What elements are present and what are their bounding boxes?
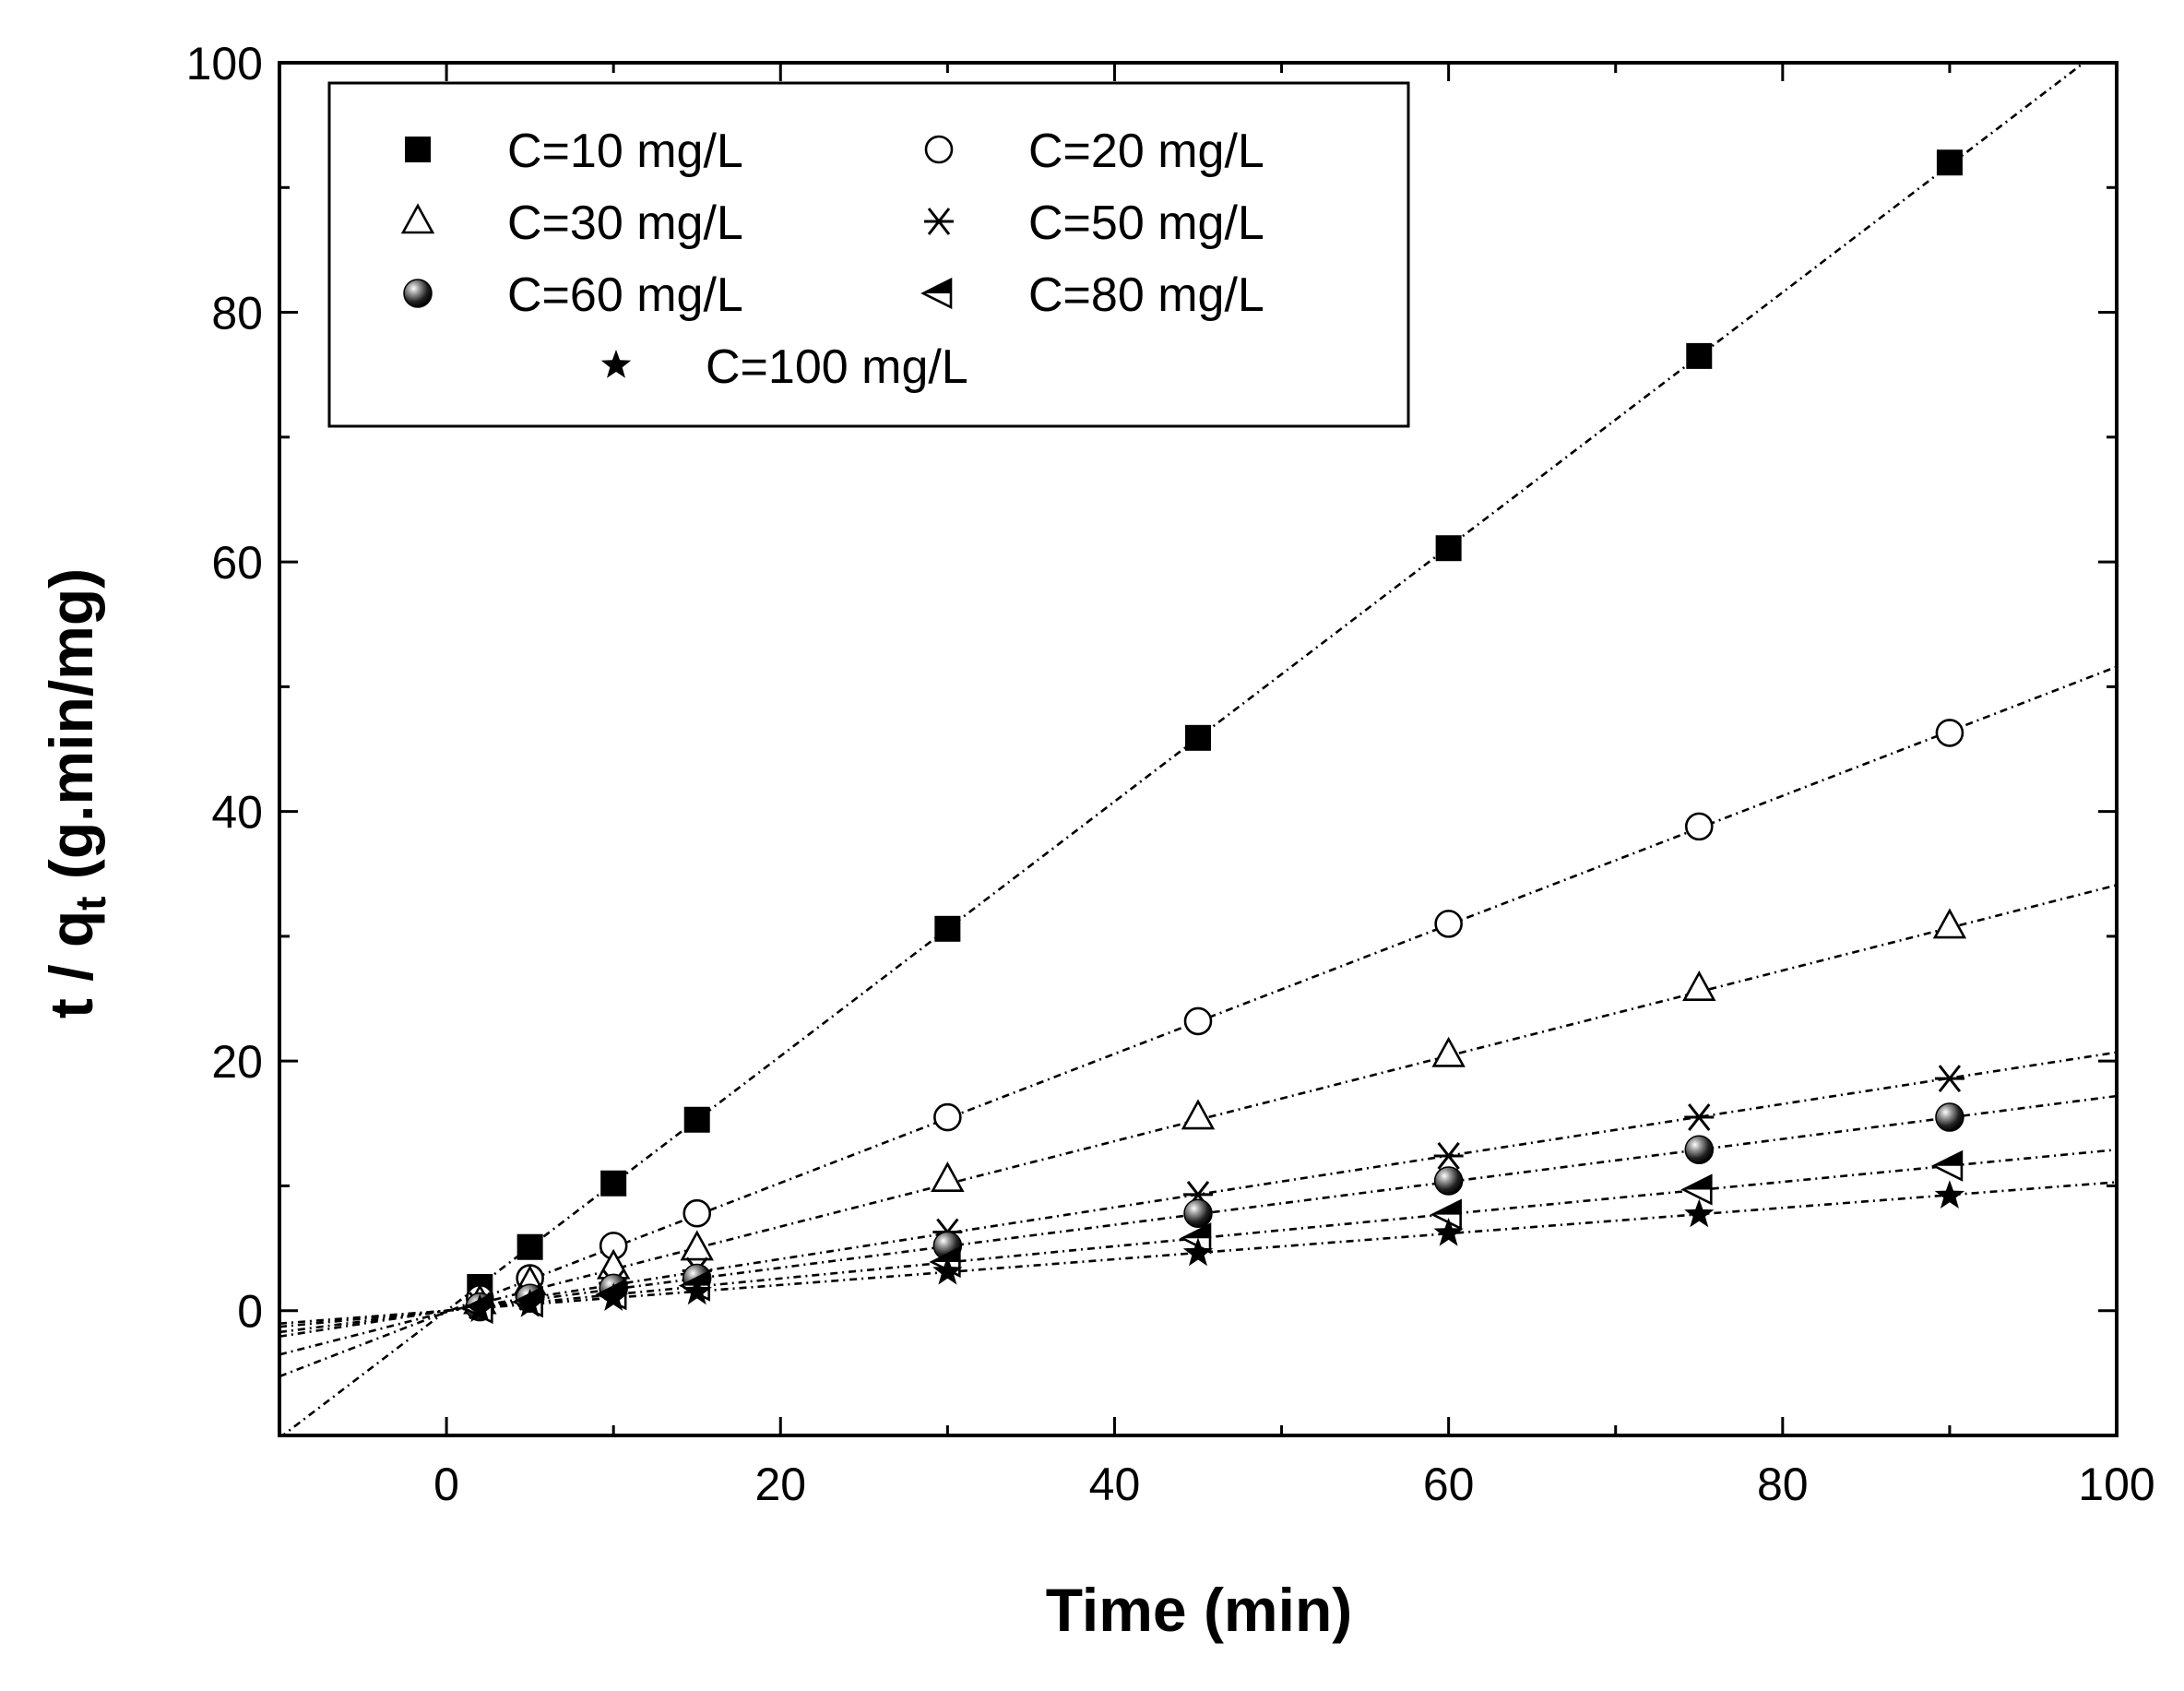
legend-label: C=50 mg/L — [1028, 196, 1264, 250]
y-axis-title-unit: (g.min/mg) — [37, 568, 105, 897]
data-point — [1684, 812, 1714, 841]
x-tick-label: 60 — [1423, 1459, 1475, 1510]
data-point-fill — [681, 1271, 709, 1286]
data-point — [683, 1106, 710, 1133]
x-tick-label: 100 — [2078, 1459, 2154, 1510]
x-tick-label: 0 — [433, 1459, 459, 1510]
data-point — [1181, 1099, 1216, 1130]
data-point — [1182, 1237, 1214, 1267]
legend-marker — [924, 208, 954, 235]
y-tick-label: 0 — [237, 1286, 263, 1338]
legend-box — [327, 81, 1410, 428]
data-markers — [461, 149, 1967, 1325]
data-point — [516, 1233, 543, 1260]
legend-label: C=30 mg/L — [507, 196, 743, 250]
data-point — [1684, 1103, 1715, 1131]
legend-label: C=20 mg/L — [1028, 125, 1264, 178]
data-point-fill — [1933, 1151, 1962, 1166]
legend-marker — [400, 203, 435, 234]
y-tick-label: 20 — [211, 1036, 263, 1088]
legend-marker — [924, 135, 954, 164]
data-point — [1183, 1006, 1213, 1036]
y-tick-label: 40 — [211, 787, 263, 839]
data-point — [1434, 910, 1463, 938]
data-point — [1433, 1166, 1464, 1196]
data-point — [1684, 1198, 1715, 1228]
data-point — [1935, 719, 1964, 747]
x-tick-label: 20 — [754, 1459, 806, 1510]
data-point — [680, 1230, 714, 1261]
data-point — [1183, 1198, 1213, 1228]
data-point — [1686, 342, 1713, 369]
legend: C=10 mg/L C=20 mg/L C=30 mg/L C=50 mg/L C=60… — [327, 81, 1410, 428]
data-point — [1433, 1217, 1464, 1246]
data-point — [1433, 1142, 1464, 1170]
data-point — [1934, 1180, 1965, 1209]
y-axis-title: t / qt (g.min/mg) — [37, 568, 114, 1018]
data-point — [1684, 1135, 1715, 1164]
y-tick-label: 60 — [211, 537, 263, 589]
y-tick-label: 80 — [211, 288, 263, 339]
data-point — [1935, 1102, 1964, 1132]
data-point — [600, 1170, 627, 1197]
data-point-fill — [1683, 1175, 1712, 1190]
legend-label: C=80 mg/L — [1028, 268, 1264, 322]
data-point-fill — [932, 1247, 960, 1262]
data-point — [1932, 908, 1967, 939]
fit-line — [279, 1181, 2117, 1325]
legend-marker-fill — [923, 280, 951, 293]
data-point-fill — [598, 1280, 626, 1295]
x-tick-label: 80 — [1757, 1459, 1809, 1510]
legend-marker — [403, 279, 433, 308]
data-point — [1431, 1036, 1466, 1067]
x-tick-label: 40 — [1089, 1459, 1141, 1510]
legend-label: C=60 mg/L — [507, 268, 743, 322]
legend-label: C=100 mg/L — [706, 340, 968, 394]
y-tick-label: 100 — [186, 38, 263, 89]
fit-line — [280, 63, 2086, 1435]
data-point — [515, 1289, 545, 1317]
data-point — [1185, 724, 1211, 751]
data-point — [1936, 149, 1963, 176]
data-point-fill — [1432, 1200, 1461, 1215]
data-point — [465, 1293, 495, 1323]
y-axis-title-subscript: t — [66, 896, 114, 910]
data-point — [934, 915, 961, 942]
data-point — [1682, 971, 1716, 1002]
data-point — [1934, 1065, 1964, 1093]
x-axis-title: Time (min) — [1046, 1576, 1352, 1644]
data-point — [682, 1276, 712, 1305]
data-point — [933, 1102, 962, 1132]
data-point — [931, 1161, 965, 1192]
legend-label: C=10 mg/L — [507, 125, 743, 178]
data-point — [599, 1282, 629, 1311]
data-point — [1435, 535, 1462, 562]
data-point-fill — [1182, 1224, 1210, 1239]
data-point — [682, 1198, 712, 1228]
axes: 0 20 40 60 80 100 0 20 40 60 80 100 — [186, 38, 2155, 1510]
y-axis-title-main: t / q — [37, 911, 105, 1018]
legend-marker — [405, 137, 431, 162]
data-point — [932, 1256, 963, 1285]
plot-frame — [278, 61, 2119, 1437]
legend-marker — [600, 350, 632, 378]
